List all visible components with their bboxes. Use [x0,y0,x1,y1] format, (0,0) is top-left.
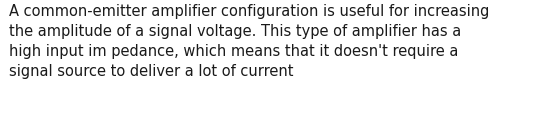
Text: A common-emitter amplifier configuration is useful for increasing
the amplitude : A common-emitter amplifier configuration… [9,4,489,79]
